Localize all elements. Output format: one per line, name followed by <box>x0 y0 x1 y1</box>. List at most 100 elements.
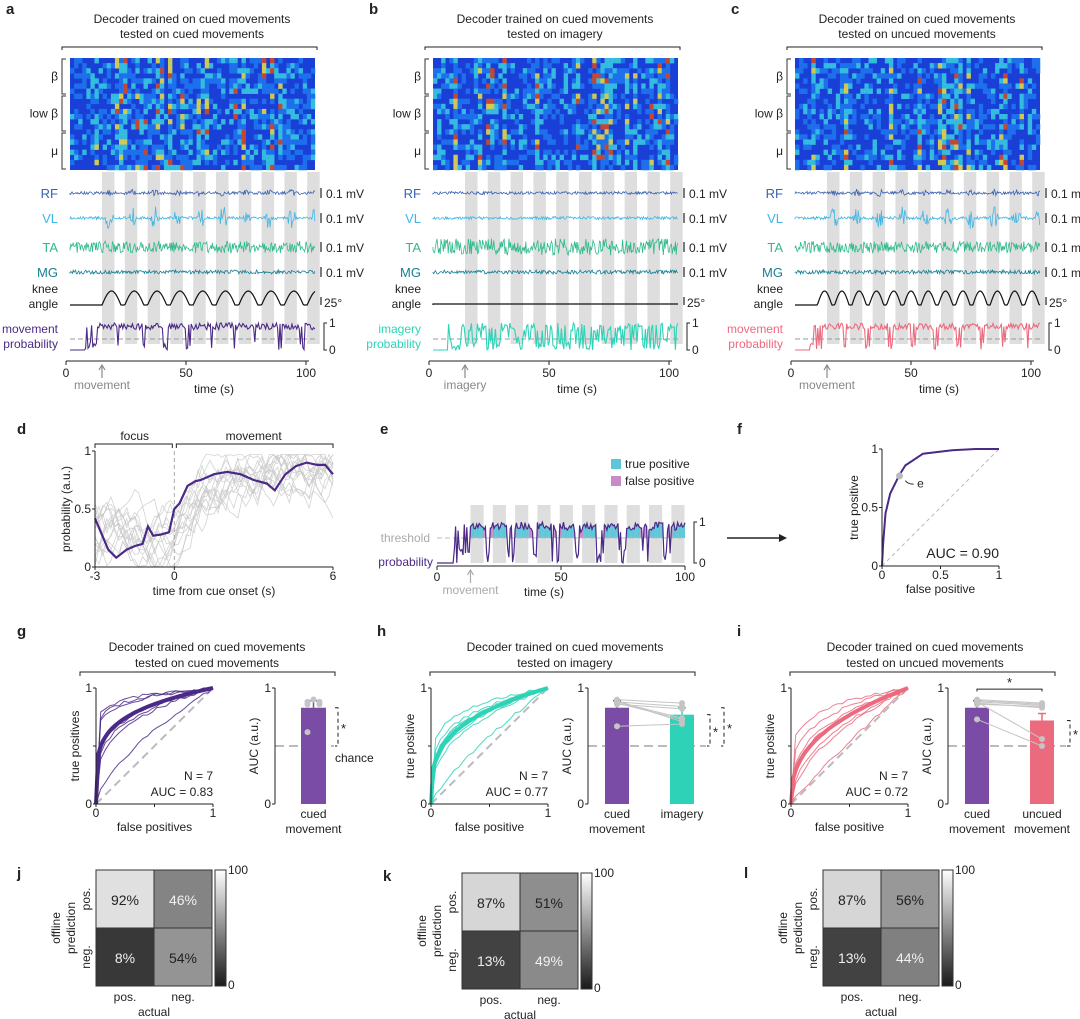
spectrogram-cell <box>310 103 316 110</box>
spectrogram-cell <box>123 78 128 84</box>
spectrogram-cell <box>1003 98 1008 105</box>
spectrogram-cell <box>204 58 210 64</box>
true-positive-area <box>544 526 547 538</box>
spectrogram-cell <box>839 154 845 161</box>
colorbar <box>941 869 954 987</box>
spectrogram-cell <box>531 119 536 125</box>
spectrogram-cell <box>966 98 971 105</box>
spectrogram-cell <box>884 73 890 79</box>
prob-scale-bracket <box>323 322 327 351</box>
spectrogram-cell <box>909 129 914 135</box>
spectrogram-cell <box>580 124 585 130</box>
spectrogram-cell <box>114 108 120 115</box>
spectrogram-cell <box>163 134 169 140</box>
cue-band <box>647 172 660 344</box>
subject-point <box>310 696 317 703</box>
spectrogram-cell <box>531 108 536 115</box>
spectrogram-cell <box>1003 63 1008 69</box>
spectrogram-cell <box>490 134 495 140</box>
spectrogram-cell <box>669 93 675 100</box>
spectrogram-cell <box>596 103 601 110</box>
spectrogram-cell <box>633 139 638 145</box>
spectrogram-cell <box>673 159 679 166</box>
spectrogram-cell <box>510 93 515 100</box>
spectrogram-cell <box>147 154 152 161</box>
spectrogram-cell <box>827 164 833 171</box>
spectrogram-cell <box>192 83 197 89</box>
spectrogram-cell <box>966 124 971 130</box>
spectrogram-cell <box>848 108 853 115</box>
spectrogram-cell <box>612 154 618 161</box>
spectrogram-cell <box>123 63 128 69</box>
spectrogram-cell <box>237 124 242 130</box>
spectrogram-cell <box>649 83 654 89</box>
spectrogram-cell <box>991 88 996 94</box>
spectrogram-cell <box>437 134 442 140</box>
spectrogram-cell <box>1035 58 1041 64</box>
y-tick-label: 0.5 <box>74 502 91 516</box>
spectrogram-cell <box>995 159 1000 166</box>
spectrogram-cell <box>176 114 181 120</box>
spectrogram-cell <box>584 154 589 161</box>
true-positive-area <box>631 528 633 538</box>
spectrogram-cell <box>502 63 507 69</box>
subject-roc-curve <box>95 687 214 805</box>
confusion-cell <box>822 927 882 987</box>
spectrogram-cell <box>669 124 675 130</box>
spectrogram-cell <box>942 114 947 120</box>
trial-trace <box>94 454 334 553</box>
spectrogram-cell <box>204 154 210 161</box>
spectrogram-cell <box>155 58 161 64</box>
spectrogram-cell <box>633 83 638 89</box>
chance-diagonal <box>430 687 549 805</box>
spectrogram-cell <box>221 78 226 84</box>
spectrogram-cell <box>547 83 552 89</box>
spectrogram-cell <box>604 124 609 130</box>
subject-point <box>974 698 980 705</box>
spectrogram-cell <box>490 78 495 84</box>
spectrogram-cell <box>518 154 524 161</box>
prob-scale-bottom: 0 <box>1054 343 1061 357</box>
spectrogram-cell <box>942 164 947 171</box>
spectrogram-cell <box>575 164 581 171</box>
spectrogram-cell <box>237 78 242 84</box>
spectrogram-cell <box>661 103 667 110</box>
spectrogram-cell <box>119 98 124 105</box>
spectrogram-cell <box>139 129 144 135</box>
spectrogram-cell <box>1011 114 1016 120</box>
spectrogram-cell <box>649 73 654 79</box>
spectrogram-cell <box>494 159 499 166</box>
spectrogram-cell <box>966 139 971 145</box>
spectrogram-cell <box>612 58 618 64</box>
spectrogram-cell <box>143 78 148 84</box>
spectrogram-cell <box>266 114 271 120</box>
spectrogram-cell <box>942 73 947 79</box>
spectrogram-cell <box>282 129 287 135</box>
spectrogram-cell <box>486 73 491 79</box>
spectrogram-cell <box>270 108 275 115</box>
spectrogram-cell <box>168 154 173 161</box>
confusion-cell <box>95 869 155 929</box>
spectrogram-cell <box>624 139 630 145</box>
spectrogram-cell <box>278 124 283 130</box>
spectrogram-cell <box>94 139 99 145</box>
spectrogram-cell <box>978 164 984 171</box>
spectrogram-cell <box>196 68 201 74</box>
spectrogram-cell <box>302 164 308 171</box>
band-bracket <box>424 95 429 132</box>
spectrogram-cell <box>600 93 605 100</box>
y-tick-label: 1 <box>871 442 878 456</box>
spectrogram-cell <box>571 63 577 69</box>
spectrogram-cell <box>270 129 275 135</box>
y-axis-label: offline <box>415 915 429 947</box>
paired-line <box>976 700 1043 705</box>
spectrogram-cell <box>143 164 148 171</box>
spectrogram-cell <box>962 88 967 94</box>
spectrogram-cell <box>637 139 642 145</box>
spectrogram-cell <box>482 159 487 166</box>
spectrogram-cell <box>839 134 845 140</box>
spectrogram-cell <box>237 134 242 140</box>
spectrogram-cell <box>543 88 548 94</box>
auc-label: AUC = 0.83 <box>151 785 214 799</box>
spectrogram-cell <box>633 73 638 79</box>
